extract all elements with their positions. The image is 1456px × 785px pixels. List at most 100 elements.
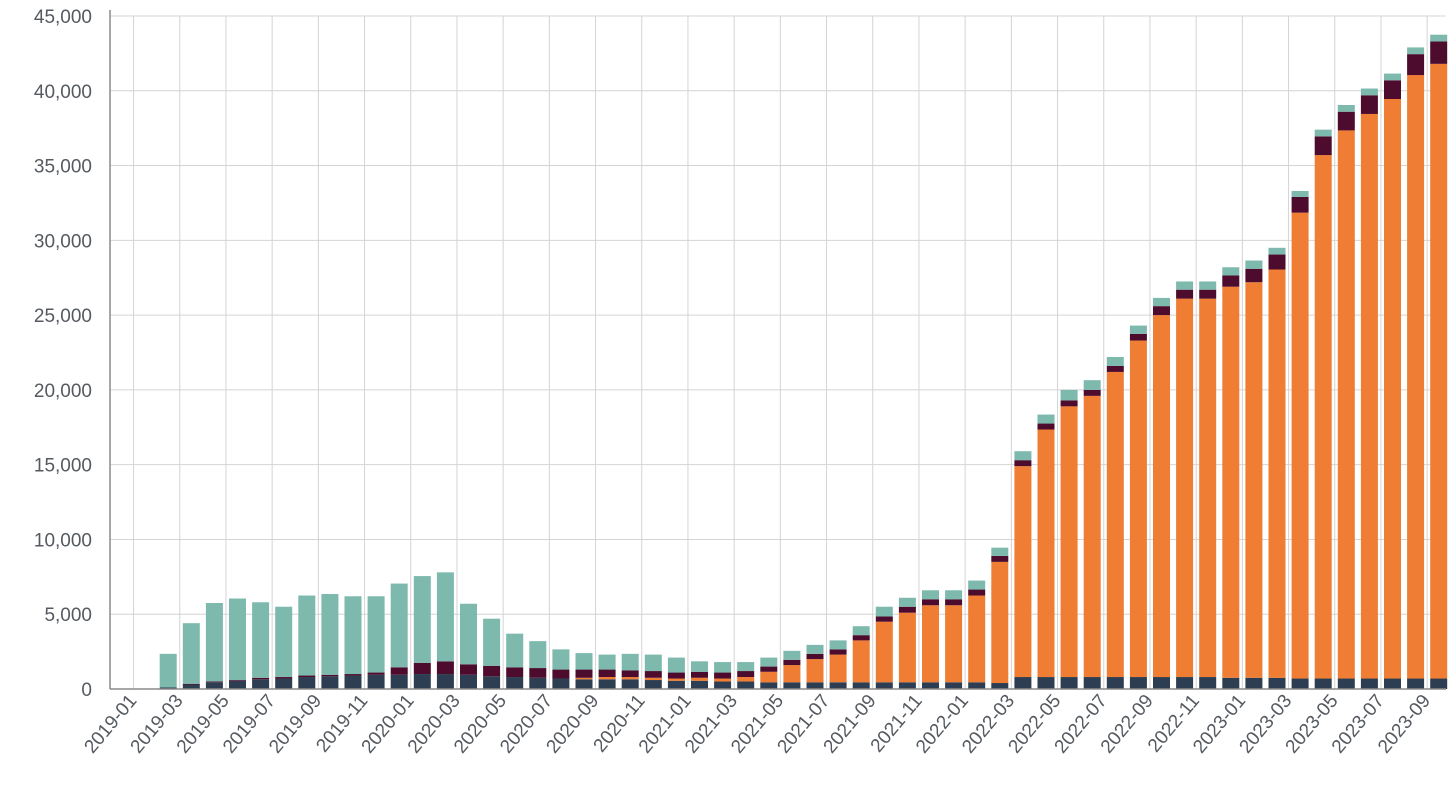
axis-layer xyxy=(109,10,1446,690)
bar-segment-2023-06-s3 xyxy=(1337,104,1355,112)
bar-segment-2021-02-s1 xyxy=(691,677,708,681)
bar-segment-2023-07-s3 xyxy=(1360,88,1378,96)
bar-segment-2023-03-s0 xyxy=(1268,677,1286,689)
bar-segment-2021-02-s2 xyxy=(691,671,708,678)
bar-segment-2023-06-s2 xyxy=(1337,111,1355,131)
bar-segment-2021-06-s3 xyxy=(783,650,801,660)
bar-segment-2021-04-s2 xyxy=(737,671,755,678)
bar-segment-2020-01-s3 xyxy=(390,583,408,668)
bar-segment-2023-03-s2 xyxy=(1268,254,1286,270)
bar-segment-2023-01-s2 xyxy=(1222,275,1240,287)
bar-segment-2021-07-s2 xyxy=(806,653,824,660)
bar-segment-2021-01-s3 xyxy=(667,657,685,673)
bar-segment-2020-05-s0 xyxy=(483,676,501,689)
bar-segment-2021-03-s2 xyxy=(714,672,732,679)
bar-segment-2020-02-s3 xyxy=(413,576,431,663)
bar-segment-2021-07-s3 xyxy=(806,644,824,654)
bar-segment-2022-10-s2 xyxy=(1153,306,1170,316)
bar-segment-2022-07-s0 xyxy=(1083,677,1101,689)
bar-segment-2023-06-s0 xyxy=(1337,678,1355,689)
bar-segment-2022-03-s3 xyxy=(991,547,1009,556)
bar-segment-2019-10-s3 xyxy=(321,594,339,675)
bar-segment-2021-07-s1 xyxy=(806,659,824,683)
bar-segment-2022-09-s3 xyxy=(1129,325,1147,334)
y-tick-label: 40,000 xyxy=(34,82,92,103)
bar-segment-2022-10-s0 xyxy=(1153,677,1170,689)
bar-segment-2021-12-s2 xyxy=(922,599,939,606)
bar-segment-2022-06-s3 xyxy=(1060,389,1078,401)
bar-segment-2021-03-s0 xyxy=(714,681,732,689)
bar-segment-2022-12-s3 xyxy=(1199,281,1217,290)
bar-segment-2020-05-s2 xyxy=(483,665,501,677)
bar-segment-2022-03-s1 xyxy=(991,561,1009,684)
bar-segment-2019-05-s0 xyxy=(205,682,223,689)
bar-segment-2023-01-s1 xyxy=(1222,286,1240,678)
bar-segment-2021-05-s0 xyxy=(760,682,778,689)
bar-segment-2023-09-s0 xyxy=(1407,678,1425,689)
bar-segment-2021-06-s1 xyxy=(783,665,801,683)
bar-segment-2020-03-s3 xyxy=(436,572,454,662)
bar-segment-2020-02-s2 xyxy=(413,662,431,675)
bar-segment-2020-11-s1 xyxy=(621,677,639,680)
bar-segment-2023-10-s3 xyxy=(1430,34,1448,42)
bar-segment-2022-08-s1 xyxy=(1106,371,1124,678)
bar-segment-2020-10-s2 xyxy=(598,669,616,678)
bar-segment-2021-04-s1 xyxy=(737,677,755,682)
bar-segment-2021-02-s0 xyxy=(691,680,708,689)
bar-segment-2023-08-s1 xyxy=(1384,99,1401,679)
bar-segment-2022-04-s3 xyxy=(1014,451,1032,461)
bar-segment-2021-06-s0 xyxy=(783,682,801,689)
bar-segment-2023-07-s2 xyxy=(1360,95,1378,114)
bar-segment-2022-07-s3 xyxy=(1083,380,1101,390)
bar-segment-2023-08-s0 xyxy=(1384,678,1401,689)
bar-segment-2023-07-s0 xyxy=(1360,678,1378,689)
bar-segment-2021-12-s3 xyxy=(922,590,939,600)
bar-segment-2022-12-s1 xyxy=(1199,298,1217,678)
bar-segment-2021-11-s3 xyxy=(898,597,916,607)
bar-segment-2019-05-s3 xyxy=(205,603,223,682)
bar-segment-2022-02-s1 xyxy=(968,595,986,683)
bar-segment-2023-04-s3 xyxy=(1291,190,1309,197)
bar-segment-2021-08-s3 xyxy=(829,640,847,650)
bar-segment-2021-09-s2 xyxy=(852,635,870,641)
bar-segment-2023-08-s3 xyxy=(1384,73,1401,81)
bar-segment-2022-10-s3 xyxy=(1153,297,1170,307)
bar-segment-2022-05-s2 xyxy=(1037,423,1055,430)
bar-segment-2023-05-s1 xyxy=(1314,155,1332,679)
y-tick-label: 15,000 xyxy=(34,456,92,477)
bar-segment-2020-07-s2 xyxy=(529,668,547,678)
bar-segment-2021-01-s2 xyxy=(667,672,685,679)
bar-segment-2021-08-s1 xyxy=(829,654,847,683)
bar-segment-2020-12-s3 xyxy=(644,654,662,672)
bar-segment-2021-10-s1 xyxy=(875,621,893,683)
bar-segment-2020-12-s2 xyxy=(644,671,662,678)
bar-segment-2023-05-s3 xyxy=(1314,129,1332,137)
bar-segment-2019-08-s3 xyxy=(275,606,293,678)
bar-segment-2019-07-s0 xyxy=(252,679,270,689)
bar-segment-2023-01-s3 xyxy=(1222,267,1240,276)
bar-segment-2023-04-s1 xyxy=(1291,212,1309,679)
y-tick-label: 35,000 xyxy=(34,157,92,178)
bar-segment-2022-04-s0 xyxy=(1014,677,1032,689)
y-tick-label: 20,000 xyxy=(34,381,92,402)
bar-segment-2022-09-s0 xyxy=(1129,677,1147,689)
bar-segment-2023-05-s2 xyxy=(1314,136,1332,156)
bar-segment-2019-05-s2 xyxy=(205,681,223,683)
bar-segment-2020-07-s0 xyxy=(529,677,547,689)
bar-segment-2022-01-s2 xyxy=(945,599,963,606)
bar-segment-2022-05-s0 xyxy=(1037,677,1055,689)
bar-segment-2022-10-s1 xyxy=(1153,315,1170,678)
bar-segment-2023-02-s3 xyxy=(1245,260,1263,269)
bar-segment-2020-06-s0 xyxy=(506,677,524,689)
bar-segment-2021-06-s2 xyxy=(783,659,801,666)
bar-segment-2021-12-s1 xyxy=(922,605,939,683)
bar-segment-2019-11-s3 xyxy=(344,596,362,675)
bar-segment-2022-02-s0 xyxy=(968,682,986,689)
bar-segment-2020-02-s0 xyxy=(413,674,431,689)
y-tick-label: 10,000 xyxy=(34,530,92,551)
bar-segment-2023-06-s1 xyxy=(1337,130,1355,679)
bar-segment-2021-03-s1 xyxy=(714,678,732,682)
bar-segment-2019-11-s0 xyxy=(344,675,362,689)
bar-segment-2019-09-s2 xyxy=(298,675,316,678)
bar-segment-2019-06-s2 xyxy=(229,680,246,681)
